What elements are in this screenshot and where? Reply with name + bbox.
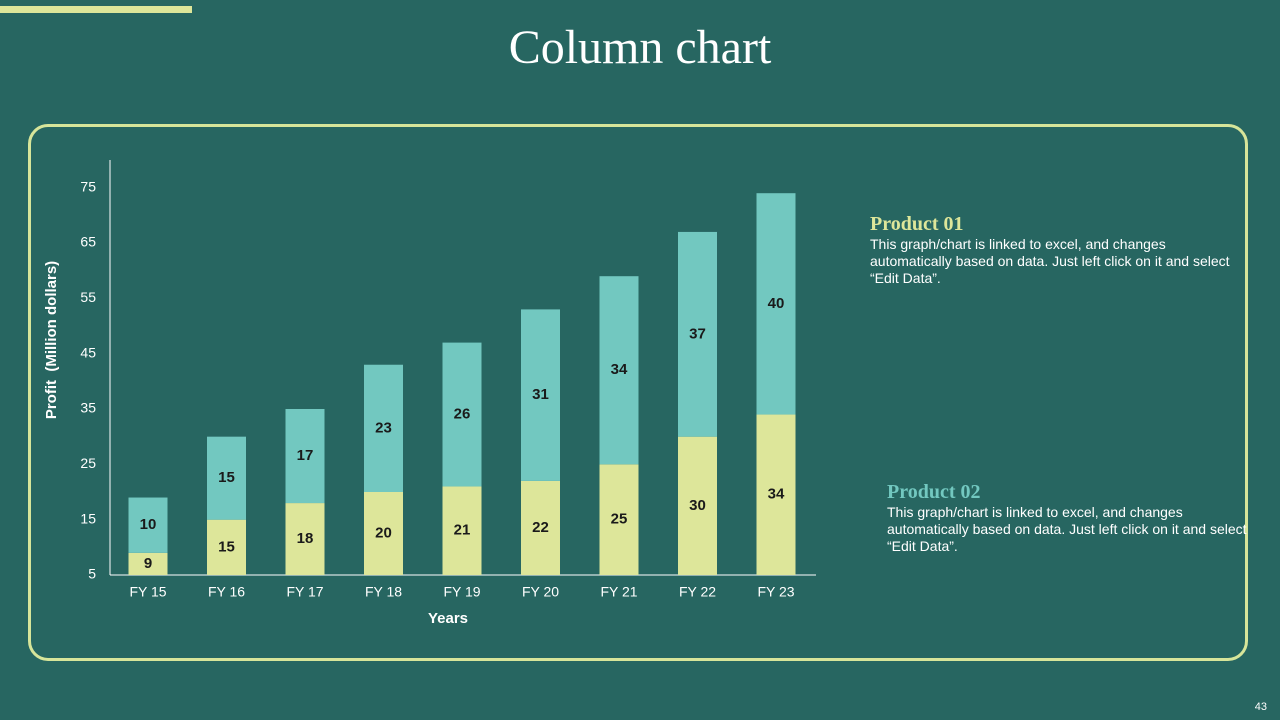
product-02-note: Product 02 This graph/chart is linked to… [887, 480, 1247, 555]
bar-product-01 [285, 503, 325, 575]
data-label-product-01: 20 [375, 524, 392, 541]
x-tick-label: FY 16 [208, 584, 245, 600]
data-label-product-01: 22 [532, 519, 549, 536]
data-label-product-02: 17 [297, 447, 314, 464]
y-tick-label: 55 [80, 289, 96, 305]
data-label-product-02: 15 [218, 469, 235, 486]
x-tick-label: FY 15 [129, 584, 166, 600]
x-tick-label: FY 17 [286, 584, 323, 600]
y-tick-label: 25 [80, 455, 96, 471]
bar-product-02 [521, 309, 560, 481]
bar-product-02 [285, 409, 325, 504]
bar-product-01 [207, 519, 246, 575]
data-label-product-01: 30 [689, 497, 706, 514]
bar-product-02 [207, 436, 246, 520]
y-axis-title: Profit (Million dollars) [43, 261, 60, 419]
page-number: 43 [1254, 701, 1267, 713]
bar-product-01 [128, 552, 168, 575]
x-tick-label: FY 21 [600, 584, 637, 600]
x-tick-label: FY 18 [365, 584, 402, 600]
bar-product-01 [678, 436, 717, 575]
data-label-product-01: 18 [297, 530, 314, 547]
bar-product-02 [364, 364, 403, 492]
accent-bar [0, 6, 192, 13]
x-tick-label: FY 20 [522, 584, 559, 600]
product-01-name: Product 01 [870, 213, 964, 235]
bar-product-01 [364, 492, 403, 575]
data-label-product-01: 25 [611, 511, 628, 528]
x-tick-label: FY 22 [679, 584, 716, 600]
data-label-product-01: 15 [218, 538, 235, 555]
data-label-product-02: 31 [532, 386, 549, 403]
y-tick-label: 45 [80, 344, 96, 360]
data-label-product-01: 9 [144, 555, 152, 572]
y-tick-label: 35 [80, 400, 96, 416]
bar-product-02 [599, 276, 639, 465]
x-tick-label: FY 19 [443, 584, 480, 600]
bar-product-01 [599, 464, 639, 575]
data-label-product-01: 34 [768, 486, 785, 503]
bar-product-02 [128, 497, 168, 553]
product-02-name: Product 02 [887, 481, 981, 503]
bar-product-01 [756, 414, 796, 575]
data-label-product-02: 37 [689, 325, 706, 342]
y-tick-label: 65 [80, 234, 96, 250]
x-axis-title: Years [428, 610, 468, 627]
chart-frame [28, 124, 1248, 661]
data-label-product-02: 34 [611, 361, 628, 378]
slide-title: Column chart [508, 21, 772, 74]
bar-product-01 [442, 486, 482, 575]
product-02-description: This graph/chart is linked to excel, and… [887, 504, 1247, 554]
data-label-product-02: 23 [375, 419, 392, 436]
bar-product-02 [678, 231, 717, 437]
y-tick-label: 5 [88, 566, 96, 582]
product-01-note: Product 01 This graph/chart is linked to… [870, 212, 1230, 287]
data-label-product-02: 10 [140, 516, 157, 533]
data-label-product-02: 40 [768, 295, 785, 312]
y-tick-label: 75 [80, 178, 96, 194]
bar-product-02 [756, 193, 796, 415]
product-01-description: This graph/chart is linked to excel, and… [870, 236, 1230, 286]
bar-product-02 [442, 342, 482, 487]
x-tick-label: FY 23 [757, 584, 794, 600]
data-label-product-01: 21 [454, 522, 471, 539]
y-tick-label: 15 [80, 510, 96, 526]
bar-product-01 [521, 480, 560, 575]
data-label-product-02: 26 [454, 406, 471, 423]
